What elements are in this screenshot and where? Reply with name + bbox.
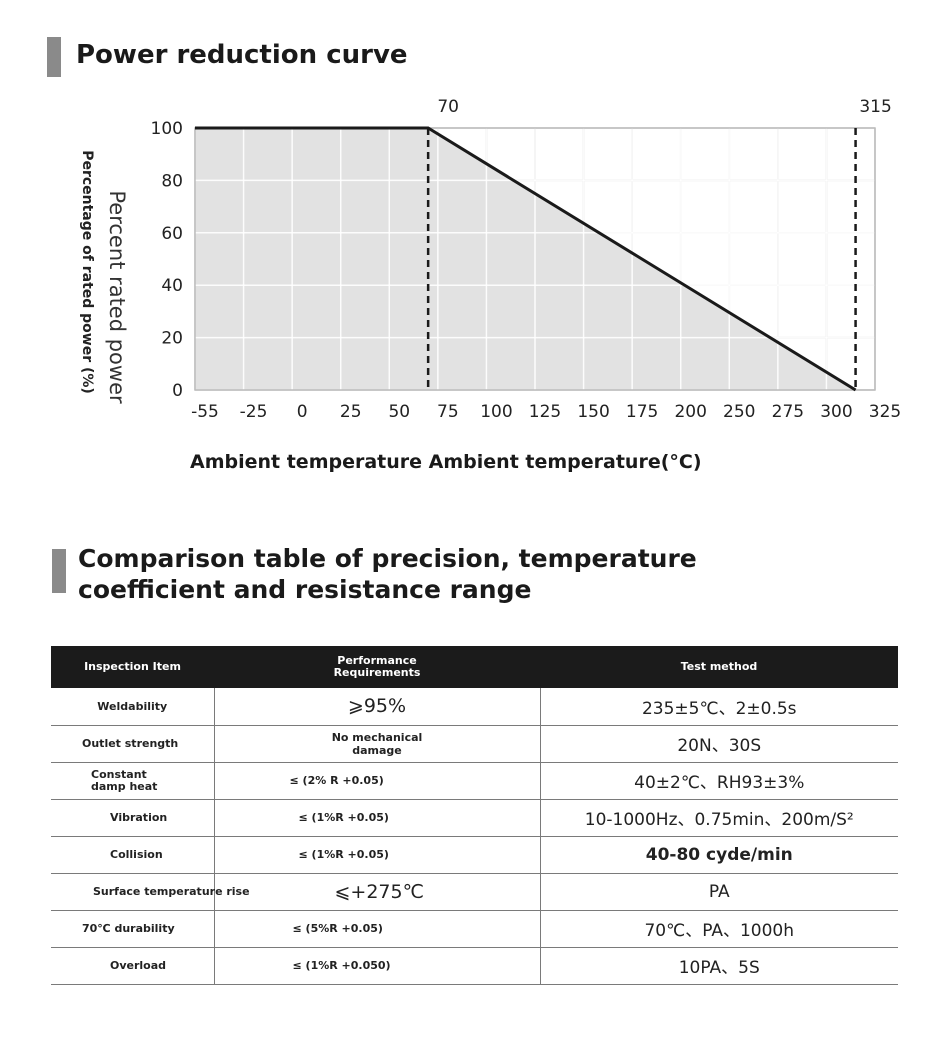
x-axis-label-part2: Ambient temperature(°C) bbox=[428, 451, 702, 473]
section-title-line-2: coefficient and resistance range bbox=[78, 575, 532, 604]
table-row: Overload ≤ (1%R +0.050) 10PA、5S bbox=[51, 947, 898, 985]
y-axis-label-primary: Percent rated power bbox=[105, 190, 129, 404]
cell-method: PA bbox=[540, 873, 898, 911]
y-tick-labels: 0 20 40 60 80 100 bbox=[151, 119, 183, 401]
plot-frame bbox=[194, 127, 876, 391]
cell-item: 70℃ durability bbox=[51, 910, 215, 948]
x-tick-label: 175 bbox=[626, 402, 658, 422]
x-tick-label: 75 bbox=[437, 402, 459, 422]
cell-method: 10-1000Hz、0.75min、200m/S² bbox=[540, 799, 898, 837]
cell-item: Weldability bbox=[51, 688, 215, 726]
cell-requirement: ≤ (1%R +0.05) bbox=[214, 799, 541, 837]
cell-item: Collision bbox=[51, 836, 215, 874]
x-tick-label: 150 bbox=[577, 402, 609, 422]
cell-item: Vibration bbox=[51, 799, 215, 837]
section-marker bbox=[52, 549, 66, 593]
cell-requirement: ≤ (5%R +0.05) bbox=[214, 910, 541, 948]
section-title-power-curve: Power reduction curve bbox=[76, 40, 408, 70]
y-tick-label: 100 bbox=[151, 119, 183, 139]
section-marker bbox=[47, 37, 61, 77]
x-axis-label-part1: Ambient temperature bbox=[190, 451, 423, 473]
header-test-method: Test method bbox=[540, 646, 898, 688]
y-tick-label: 0 bbox=[172, 381, 183, 401]
x-tick-label: 50 bbox=[388, 402, 410, 422]
cell-method: 10PA、5S bbox=[540, 947, 898, 985]
cell-item: Constant damp heat bbox=[51, 762, 215, 800]
header-inspection-item: Inspection Item bbox=[51, 646, 214, 688]
power-reduction-chart: -55 -25 0 25 50 75 100 125 150 175 200 250 275 300 325… bbox=[79, 97, 901, 422]
cell-requirement: ≤ (1%R +0.05) bbox=[214, 836, 541, 874]
annotation-label-70: 70 bbox=[437, 97, 459, 117]
x-tick-label: 25 bbox=[340, 402, 362, 422]
annotation-label-315: 315 bbox=[859, 97, 891, 117]
y-tick-label: 80 bbox=[161, 171, 183, 191]
x-tick-label: -55 bbox=[191, 402, 219, 422]
table-row: Weldability ⩾95% 235±5℃、2±0.5s bbox=[51, 688, 898, 726]
y-axis-label-secondary: Percentage of rated power (%) bbox=[79, 150, 95, 394]
chart-grid-over bbox=[194, 127, 876, 391]
cell-requirement: No mechanical damage bbox=[214, 725, 541, 763]
x-tick-label: 200 bbox=[674, 402, 706, 422]
table-row: Constant damp heat ≤ (2% R +0.05) 40±2℃、… bbox=[51, 762, 898, 800]
header-performance-requirements: Performance Requirements bbox=[214, 646, 540, 688]
y-tick-label: 20 bbox=[161, 329, 183, 349]
cell-method: 40-80 cyde/min bbox=[540, 836, 898, 874]
cell-method: 70℃、PA、1000h bbox=[540, 910, 898, 948]
annotation-dash-lines bbox=[426, 128, 857, 390]
table-row: Surface temperature rise ⩽+275℃ PA bbox=[51, 873, 898, 911]
x-tick-labels: -55 -25 0 25 50 75 100 125 150 175 200 250 275 300 325 bbox=[191, 402, 901, 422]
section-title-line-1: Comparison table of precision, temperatu… bbox=[78, 544, 697, 573]
cell-item: Overload bbox=[51, 947, 215, 985]
cell-requirement: ⩾95% bbox=[214, 688, 541, 726]
cell-method: 40±2℃、RH93±3% bbox=[540, 762, 898, 800]
table-row: Vibration ≤ (1%R +0.05) 10-1000Hz、0.75mi… bbox=[51, 799, 898, 837]
x-tick-label: 125 bbox=[529, 402, 561, 422]
x-tick-label: 100 bbox=[480, 402, 512, 422]
table-header-row: Inspection Item Performance Requirements… bbox=[51, 646, 898, 688]
cell-requirement: ≤ (2% R +0.05) bbox=[214, 762, 541, 800]
x-axis-label: Ambient temperature Ambient temperature(… bbox=[190, 451, 702, 473]
derating-area bbox=[195, 128, 856, 390]
cell-item: Outlet strength bbox=[51, 725, 215, 763]
cell-requirement: ⩽+275℃ bbox=[214, 873, 541, 911]
x-tick-label: 300 bbox=[820, 402, 852, 422]
cell-method: 20N、30S bbox=[540, 725, 898, 763]
cell-item: Surface temperature rise bbox=[51, 873, 250, 911]
table-row: Collision ≤ (1%R +0.05) 40-80 cyde/min bbox=[51, 836, 898, 874]
y-tick-label: 60 bbox=[161, 224, 183, 244]
y-tick-label: 40 bbox=[161, 276, 183, 296]
table-row: 70℃ durability ≤ (5%R +0.05) 70℃、PA、1000… bbox=[51, 910, 898, 948]
x-tick-label: 250 bbox=[723, 402, 755, 422]
cell-requirement: ≤ (1%R +0.050) bbox=[214, 947, 541, 985]
x-tick-label: -25 bbox=[240, 402, 268, 422]
section-title-comparison: Comparison table of precision, temperatu… bbox=[78, 543, 697, 605]
x-tick-label: 0 bbox=[297, 402, 308, 422]
x-tick-label: 325 bbox=[869, 402, 901, 422]
annotation-labels: 70 315 bbox=[437, 97, 891, 117]
cell-method: 235±5℃、2±0.5s bbox=[540, 688, 898, 726]
x-tick-label: 275 bbox=[772, 402, 804, 422]
table-row: Outlet strength No mechanical damage 20N… bbox=[51, 725, 898, 763]
inspection-table: Inspection Item Performance Requirements… bbox=[51, 646, 898, 985]
